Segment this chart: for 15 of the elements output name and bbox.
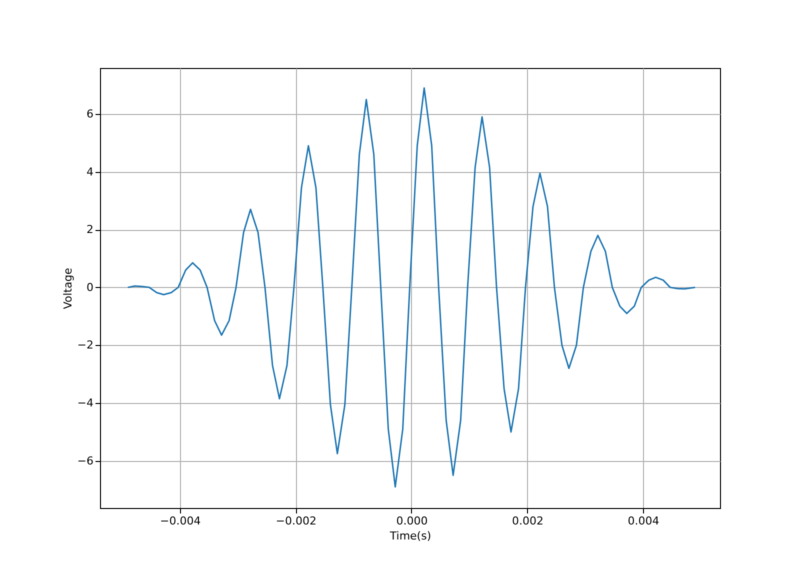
y-tick-label: 0 [86,280,94,294]
x-tick-label: −0.004 [160,514,201,528]
y-tick-label: 4 [86,165,94,178]
y-tick-label: −6 [77,454,94,468]
y-axis-title: Voltage [61,268,74,310]
x-tick-label: 0.002 [512,514,544,528]
x-axis-title: Time(s) [388,530,432,542]
y-tick-label: −4 [77,396,94,410]
x-tick-label: −0.002 [276,514,317,528]
line-series [127,87,696,488]
x-tick-label: 0.004 [628,514,660,528]
y-tick-label: 6 [86,107,94,120]
y-tick-label: −2 [77,338,94,352]
y-tick-label: 2 [86,223,94,236]
x-tick-label: 0.000 [396,514,428,528]
